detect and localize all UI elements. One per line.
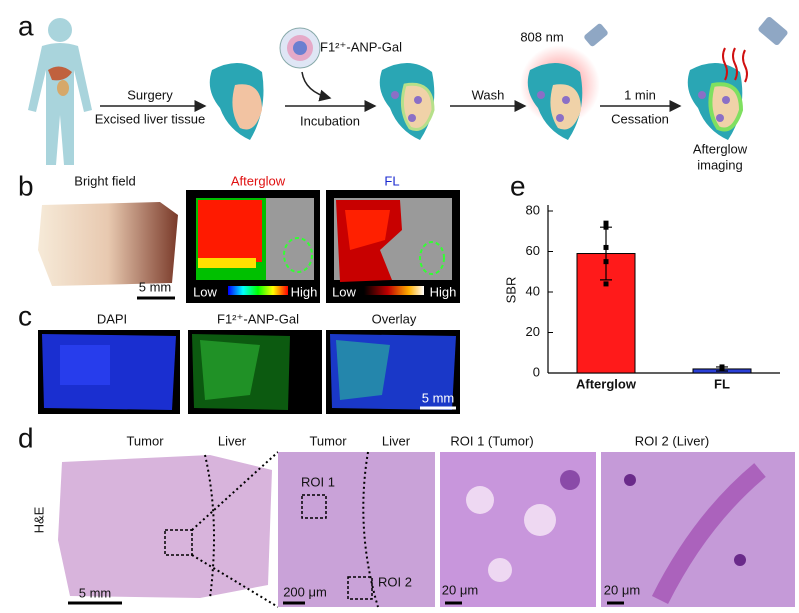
panel-label: a xyxy=(18,10,34,41)
data-point xyxy=(603,224,609,230)
data-point xyxy=(603,244,609,250)
image-title: Bright field xyxy=(74,173,135,188)
colorbar-label: Low xyxy=(332,284,356,299)
zoom-box xyxy=(164,529,193,556)
image-title: Afterglow xyxy=(231,173,286,188)
afterglow-image xyxy=(186,190,320,303)
step-label: Excised liver tissue xyxy=(95,111,206,126)
laser-label: 808 nm xyxy=(520,29,563,44)
image-title: FL xyxy=(384,173,399,188)
roi-label: ROI 2 xyxy=(378,574,412,589)
scale-bar-label: 5 mm xyxy=(139,279,172,294)
human-figure xyxy=(28,18,92,165)
x-tick-label: Afterglow xyxy=(576,376,637,391)
step-label: Wash xyxy=(472,87,505,102)
arrow xyxy=(301,71,332,102)
colorbar-label: High xyxy=(430,284,457,299)
region-label: Tumor xyxy=(309,433,347,448)
zoom-line xyxy=(191,451,279,608)
image-title: DAPI xyxy=(97,311,127,326)
he-overview-image xyxy=(58,455,272,598)
y-tick-label: 40 xyxy=(526,283,540,298)
step-label: Incubation xyxy=(300,113,360,128)
liver-tissue xyxy=(209,62,264,140)
stain-label: H&E xyxy=(31,506,46,533)
step-label: Surgery xyxy=(127,87,173,102)
roi2-image xyxy=(601,452,795,607)
image-title: Overlay xyxy=(372,311,417,326)
data-point xyxy=(603,220,609,226)
region-label: Liver xyxy=(382,433,411,448)
region-label: Liver xyxy=(218,433,247,448)
bright-field-image xyxy=(38,202,178,286)
probe-image xyxy=(188,330,322,414)
roi-box xyxy=(301,494,327,519)
scale-bar-label: 5 mm xyxy=(79,585,112,600)
colorbar-label: High xyxy=(291,284,318,299)
y-tick-label: 80 xyxy=(526,202,540,217)
liver-tissue xyxy=(379,62,435,140)
liver-tissue xyxy=(687,47,748,140)
scale-bar-label: 5 mm xyxy=(422,390,455,405)
result-label: imaging xyxy=(697,157,743,172)
nanoparticle xyxy=(279,27,321,69)
roi1-image xyxy=(440,452,596,607)
image-title: ROI 2 (Liver) xyxy=(635,433,709,448)
y-tick-label: 20 xyxy=(526,324,540,339)
x-tick-label: FL xyxy=(714,376,730,391)
data-point xyxy=(603,259,609,265)
liver-tissue xyxy=(527,62,583,140)
panel-label: b xyxy=(18,170,34,201)
step-label: 1 min xyxy=(624,87,656,102)
scale-bar-label: 20 μm xyxy=(442,582,478,597)
he-zoom-image xyxy=(278,452,435,607)
image-title: ROI 1 (Tumor) xyxy=(450,433,533,448)
roi-box xyxy=(347,576,373,600)
scale-bar-label: 200 μm xyxy=(283,584,327,599)
y-tick-label: 0 xyxy=(533,364,540,379)
panel-label: d xyxy=(18,422,34,453)
panel-label: c xyxy=(18,300,32,331)
region-label: Tumor xyxy=(126,433,164,448)
fl-image xyxy=(326,190,460,303)
probe-label: F1²⁺-ANP-Gal xyxy=(320,39,402,54)
y-axis-label: SBR xyxy=(503,277,518,304)
scale-bar-label: 20 μm xyxy=(604,582,640,597)
step-label: Cessation xyxy=(611,111,669,126)
data-point xyxy=(603,281,609,287)
roi-label: ROI 1 xyxy=(301,474,335,489)
image-title: F1²⁺-ANP-Gal xyxy=(217,311,299,326)
data-point xyxy=(719,365,725,371)
dapi-image xyxy=(38,330,180,414)
colorbar-label: Low xyxy=(193,284,217,299)
result-label: Afterglow xyxy=(693,141,748,156)
boundary-line xyxy=(204,454,215,599)
panel-label: e xyxy=(510,170,526,201)
laser-device xyxy=(584,23,608,47)
overlay-image xyxy=(326,330,460,414)
y-tick-label: 60 xyxy=(526,243,540,258)
detector xyxy=(758,16,788,46)
